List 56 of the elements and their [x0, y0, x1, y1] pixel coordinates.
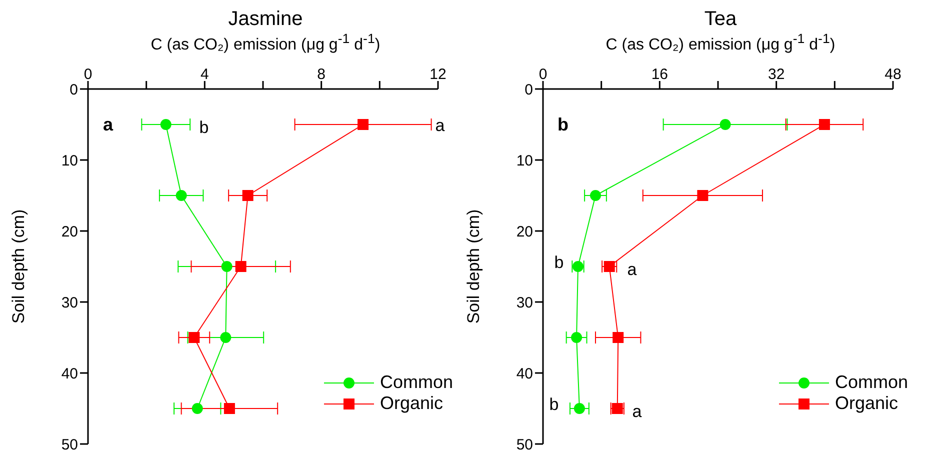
- y-axis-title: Soil depth (cm): [464, 210, 484, 324]
- y-tick-label: 10: [516, 152, 533, 170]
- chart-title: Tea: [703, 8, 738, 31]
- legend-label: Organic: [380, 393, 443, 414]
- y-tick-label: 50: [516, 436, 533, 454]
- point: [224, 403, 235, 414]
- point: [188, 332, 200, 344]
- point: [574, 403, 585, 414]
- point: [697, 190, 708, 202]
- x-tick-label: 0: [538, 66, 548, 84]
- y-tick-label: 40: [516, 366, 533, 383]
- y-tick-label: 20: [61, 224, 78, 241]
- x-tick-label: 0: [84, 66, 92, 84]
- annotation: b: [199, 118, 209, 138]
- y-tick-label: 30: [516, 294, 533, 312]
- point: [242, 190, 254, 202]
- x-tick-label: 8: [317, 66, 326, 84]
- legend-label: Common: [380, 372, 453, 394]
- point: [571, 332, 582, 344]
- point: [590, 190, 601, 202]
- y-tick-label: 40: [61, 366, 78, 383]
- x-axis-title: C (as CO₂) emission (μg g$^{-1}$ d$^{-1}$): [604, 31, 836, 54]
- y-tick-label: 50: [61, 436, 78, 454]
- x-axis-title: C (as CO₂) emission (μg g$^{-1}$ d$^{-1}$): [150, 31, 382, 54]
- legend-label: Organic: [834, 393, 898, 414]
- annotation: a: [102, 114, 114, 136]
- point: [176, 190, 187, 202]
- x-tick-label: 12: [430, 66, 446, 84]
- point: [220, 332, 232, 344]
- annotation: a: [632, 402, 642, 422]
- legend-label: Common: [834, 372, 908, 394]
- annotation: b: [554, 253, 564, 273]
- annotation: b: [558, 114, 568, 136]
- x-tick-label: 4: [200, 66, 209, 84]
- annotation: b: [549, 395, 559, 415]
- point: [604, 261, 615, 272]
- y-axis-title: Soil depth (cm): [9, 210, 28, 324]
- y-tick-label: 10: [61, 152, 78, 170]
- chart-title: Jasmine: [227, 8, 304, 31]
- point: [358, 119, 369, 130]
- point: [612, 332, 624, 344]
- x-tick-label: 16: [651, 66, 668, 84]
- annotation: a: [435, 116, 445, 136]
- x-tick-label: 32: [768, 66, 785, 84]
- point: [720, 119, 731, 130]
- point: [235, 261, 246, 272]
- point: [160, 119, 172, 130]
- y-tick-label: 20: [516, 224, 533, 241]
- point: [192, 403, 203, 414]
- x-tick-label: 48: [884, 66, 902, 84]
- point: [818, 119, 830, 130]
- y-tick-label: 0: [524, 82, 533, 99]
- y-tick-label: 0: [70, 82, 78, 99]
- annotation: a: [627, 260, 637, 280]
- point: [221, 261, 232, 272]
- y-tick-label: 30: [61, 294, 78, 312]
